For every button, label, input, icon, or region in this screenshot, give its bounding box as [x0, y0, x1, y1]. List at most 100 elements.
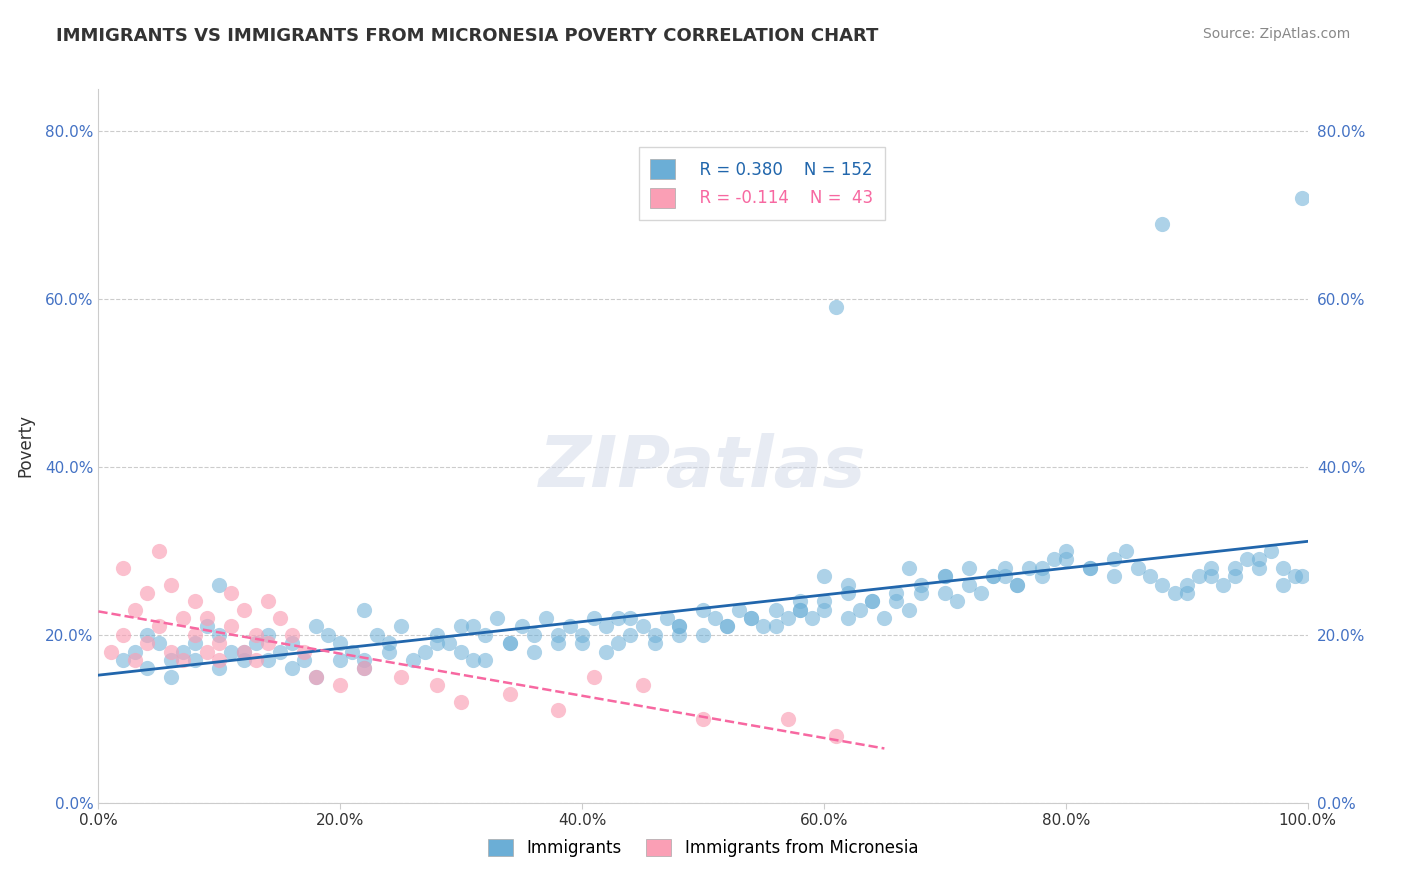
- Immigrants: [1102, 552, 1125, 566]
- Immigrants: [366, 628, 388, 642]
- Immigrants: [934, 569, 956, 583]
- Immigrants: [740, 611, 762, 625]
- Immigrants: [426, 636, 449, 650]
- Immigrants: [595, 619, 617, 633]
- Immigrants: [245, 636, 267, 650]
- Y-axis label: Poverty: Poverty: [15, 415, 34, 477]
- Immigrants from Micronesia: [547, 703, 569, 717]
- Immigrants: [1175, 577, 1198, 591]
- Immigrants: [208, 577, 231, 591]
- Immigrants from Micronesia: [281, 628, 304, 642]
- Immigrants: [474, 628, 496, 642]
- Immigrants: [728, 603, 751, 617]
- Immigrants: [148, 636, 170, 650]
- Immigrants: [342, 645, 364, 659]
- Immigrants from Micronesia: [256, 636, 278, 650]
- Immigrants from Micronesia: [825, 729, 848, 743]
- Immigrants: [860, 594, 883, 608]
- Text: IMMIGRANTS VS IMMIGRANTS FROM MICRONESIA POVERTY CORRELATION CHART: IMMIGRANTS VS IMMIGRANTS FROM MICRONESIA…: [56, 27, 879, 45]
- Immigrants: [1260, 544, 1282, 558]
- Immigrants: [208, 628, 231, 642]
- Immigrants: [886, 594, 908, 608]
- Immigrants from Micronesia: [232, 603, 254, 617]
- Immigrants: [740, 611, 762, 625]
- Immigrants from Micronesia: [329, 678, 352, 692]
- Immigrants: [547, 628, 569, 642]
- Immigrants from Micronesia: [305, 670, 328, 684]
- Immigrants: [1042, 552, 1064, 566]
- Immigrants: [1199, 560, 1222, 574]
- Immigrants: [450, 645, 472, 659]
- Immigrants: [329, 636, 352, 650]
- Immigrants: [765, 603, 787, 617]
- Immigrants: [849, 603, 872, 617]
- Immigrants from Micronesia: [221, 586, 243, 600]
- Immigrants: [1249, 552, 1271, 566]
- Immigrants: [583, 611, 606, 625]
- Immigrants: [124, 645, 146, 659]
- Immigrants: [571, 628, 593, 642]
- Immigrants: [1128, 560, 1150, 574]
- Immigrants from Micronesia: [195, 611, 218, 625]
- Immigrants: [668, 628, 690, 642]
- Immigrants: [463, 619, 485, 633]
- Immigrants: [897, 560, 920, 574]
- Immigrants: [1054, 552, 1077, 566]
- Immigrants: [981, 569, 1004, 583]
- Immigrants: [498, 636, 520, 650]
- Immigrants: [644, 628, 666, 642]
- Immigrants: [571, 636, 593, 650]
- Immigrants: [910, 577, 932, 591]
- Immigrants: [135, 661, 157, 675]
- Immigrants from Micronesia: [389, 670, 412, 684]
- Immigrants: [619, 611, 641, 625]
- Immigrants: [789, 603, 811, 617]
- Immigrants: [837, 577, 859, 591]
- Immigrants: [426, 628, 449, 642]
- Immigrants from Micronesia: [100, 645, 122, 659]
- Immigrants from Micronesia: [172, 611, 194, 625]
- Immigrants: [765, 619, 787, 633]
- Immigrants: [825, 301, 848, 315]
- Immigrants: [776, 611, 799, 625]
- Immigrants: [413, 645, 436, 659]
- Immigrants: [1291, 191, 1313, 205]
- Immigrants: [256, 628, 278, 642]
- Immigrants from Micronesia: [148, 619, 170, 633]
- Immigrants: [1291, 569, 1313, 583]
- Immigrants: [1212, 577, 1234, 591]
- Immigrants: [135, 628, 157, 642]
- Immigrants from Micronesia: [692, 712, 714, 726]
- Immigrants: [1249, 560, 1271, 574]
- Immigrants: [305, 670, 328, 684]
- Immigrants: [437, 636, 460, 650]
- Immigrants: [377, 645, 399, 659]
- Immigrants: [208, 661, 231, 675]
- Immigrants: [716, 619, 738, 633]
- Immigrants from Micronesia: [245, 653, 267, 667]
- Immigrants: [256, 653, 278, 667]
- Immigrants: [957, 560, 980, 574]
- Immigrants: [934, 586, 956, 600]
- Immigrants: [1272, 577, 1295, 591]
- Immigrants: [1152, 577, 1174, 591]
- Immigrants: [353, 661, 375, 675]
- Immigrants: [1078, 560, 1101, 574]
- Immigrants: [716, 619, 738, 633]
- Immigrants: [1152, 217, 1174, 231]
- Immigrants: [692, 603, 714, 617]
- Immigrants: [281, 636, 304, 650]
- Immigrants from Micronesia: [184, 594, 207, 608]
- Immigrants: [789, 594, 811, 608]
- Immigrants: [946, 594, 969, 608]
- Immigrants: [1007, 577, 1029, 591]
- Immigrants: [402, 653, 425, 667]
- Immigrants from Micronesia: [184, 628, 207, 642]
- Immigrants from Micronesia: [450, 695, 472, 709]
- Immigrants from Micronesia: [292, 645, 315, 659]
- Immigrants: [837, 586, 859, 600]
- Legend: Immigrants, Immigrants from Micronesia: Immigrants, Immigrants from Micronesia: [479, 831, 927, 866]
- Immigrants: [510, 619, 533, 633]
- Immigrants: [1236, 552, 1258, 566]
- Immigrants: [1284, 569, 1306, 583]
